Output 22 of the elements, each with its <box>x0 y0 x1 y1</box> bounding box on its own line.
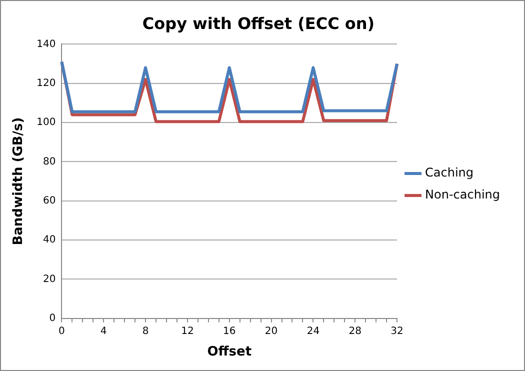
x-tick-label: 8 <box>142 326 149 337</box>
x-tick-label: 32 <box>390 326 404 337</box>
chart-title: Copy with Offset (ECC on) <box>142 14 375 33</box>
legend-label: Non-caching <box>425 188 500 202</box>
x-tick-label: 24 <box>306 326 320 337</box>
y-tick-label: 100 <box>36 117 56 128</box>
y-axis-title: Bandwidth (GB/s) <box>11 117 26 246</box>
y-tick-label: 120 <box>36 78 56 89</box>
y-tick-label: 0 <box>49 312 56 324</box>
x-tick-label: 20 <box>264 326 278 337</box>
y-tick-label: 60 <box>42 195 56 206</box>
x-tick-label: 16 <box>222 326 236 337</box>
y-tick-label: 40 <box>42 234 56 246</box>
x-tick-label: 0 <box>58 326 65 337</box>
y-tick-label: 80 <box>42 156 56 168</box>
x-tick-label: 28 <box>348 326 362 337</box>
legend-label: Caching <box>425 166 474 180</box>
y-tick-label: 20 <box>42 274 56 285</box>
y-tick-label: 140 <box>36 38 56 50</box>
x-tick-label: 12 <box>181 326 194 337</box>
x-axis-title: Offset <box>207 344 252 360</box>
x-tick-label: 4 <box>100 326 107 337</box>
